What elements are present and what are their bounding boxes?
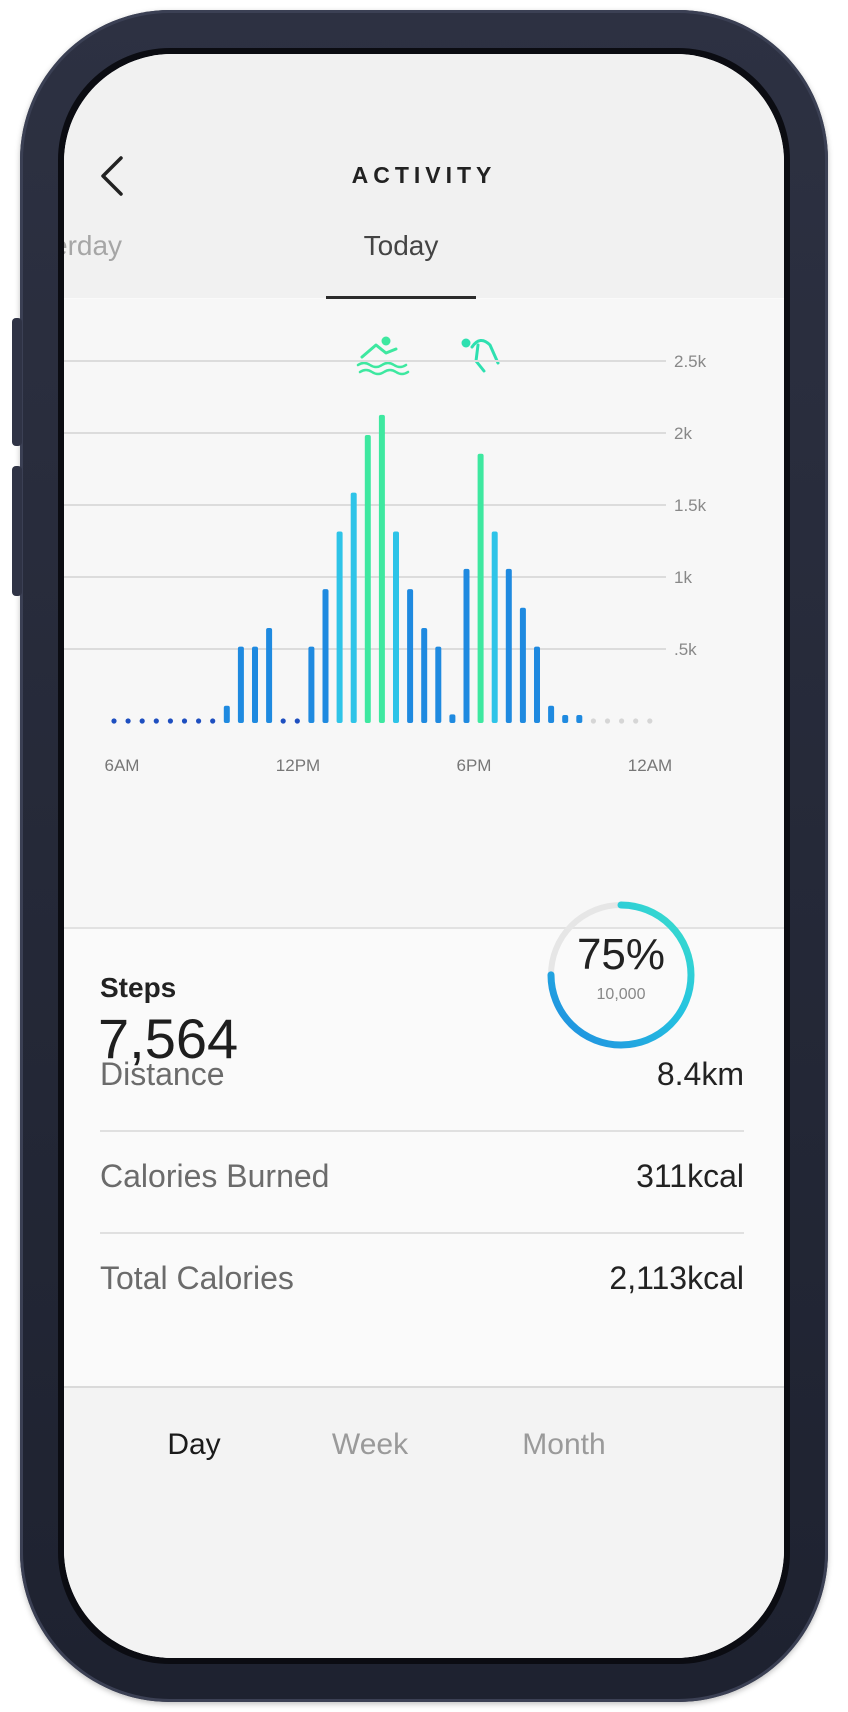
tab-today-underline: [326, 296, 476, 299]
steps-goal: 10,000: [596, 986, 646, 1003]
chart-bar: [477, 453, 484, 723]
chart-bar: [308, 646, 315, 723]
tab-yesterday[interactable]: erday: [64, 230, 123, 261]
chart-bar: [252, 646, 258, 723]
y-tick-label: 2.5k: [674, 352, 707, 371]
progress-percent: 75%: [576, 930, 666, 979]
app-screen: ACTIVITY erday Today .5k 1k 1.5k 2k 2.5k: [64, 54, 784, 1658]
tab-month[interactable]: Month: [522, 1428, 606, 1461]
x-tick-label: 12PM: [276, 756, 320, 775]
chart-bar: [449, 714, 456, 723]
chart-bar: [364, 435, 371, 723]
x-tick-label: 6AM: [105, 756, 140, 775]
y-tick-label: 1k: [674, 568, 692, 587]
chart-dot: [604, 718, 611, 724]
phone-side-button-left-upper: [12, 318, 22, 446]
chart-bar: [336, 531, 343, 723]
chart-bar: [562, 715, 569, 723]
chart-bar: [421, 627, 428, 723]
stat-row-distance: Distance 8.4km: [100, 1030, 744, 1130]
stat-divider: [100, 1232, 744, 1234]
workout-icons: [356, 336, 500, 376]
steps-progress-ring: 75% 10,000: [536, 890, 706, 1060]
chart-divider: [64, 927, 784, 929]
chart-dot: [196, 718, 202, 724]
chart-bar: [534, 646, 540, 723]
chart-bar: [491, 531, 498, 723]
chart-bar: [463, 568, 470, 723]
running-icon[interactable]: [461, 338, 500, 373]
chart-dot: [167, 718, 173, 724]
chart-bar: [393, 531, 399, 723]
activity-chart: .5k 1k 1.5k 2k 2.5k 6AM 12PM 6PM 12AM: [64, 336, 707, 775]
tab-today[interactable]: Today: [363, 230, 439, 261]
stat-divider: [100, 1130, 744, 1132]
chart-bar: [223, 705, 230, 723]
chart-dot: [125, 718, 131, 724]
stat-row-calories-burned: Calories Burned 311kcal: [100, 1132, 744, 1232]
header-area: ACTIVITY erday Today: [64, 54, 784, 299]
chart-bar: [519, 607, 526, 723]
back-button[interactable]: [92, 152, 132, 200]
chart-bar: [378, 414, 385, 723]
stat-label: Distance: [100, 1056, 225, 1092]
stat-value: 8.4km: [656, 1056, 744, 1092]
chart-dot: [619, 718, 625, 724]
chart-bar: [505, 568, 512, 723]
page-title: ACTIVITY: [351, 162, 497, 188]
x-tick-label: 6PM: [457, 756, 492, 775]
y-tick-label: .5k: [674, 640, 697, 659]
chevron-left-icon: [101, 156, 123, 196]
chart-bar: [576, 715, 583, 723]
x-tick-label: 12AM: [628, 756, 672, 775]
stat-label: Calories Burned: [100, 1158, 330, 1194]
progress-ring-graphic: [547, 901, 695, 1049]
stat-label: Total Calories: [100, 1260, 294, 1296]
chart-dot: [280, 718, 286, 724]
steps-value: 7,564: [98, 1007, 239, 1070]
stat-value: 2,113kcal: [609, 1260, 744, 1296]
stat-value: 311kcal: [636, 1158, 744, 1194]
chart-dot: [111, 718, 117, 724]
chart-dot: [647, 718, 653, 724]
chart-bar: [548, 705, 555, 723]
progress-ring-fill: [547, 901, 695, 1049]
chart-dot: [181, 718, 188, 724]
stat-row-total-calories: Total Calories 2,113kcal: [100, 1234, 744, 1334]
chart-dot: [633, 718, 639, 724]
chart-bar: [350, 492, 357, 723]
tab-week[interactable]: Week: [331, 1428, 409, 1461]
chart-bar: [237, 646, 244, 723]
steps-label: Steps: [100, 972, 177, 1003]
tab-day[interactable]: Day: [167, 1428, 221, 1461]
period-tab-bar: [64, 1386, 784, 1658]
chart-bar: [266, 627, 273, 723]
y-tick-label: 2k: [674, 424, 692, 443]
chart-bar: [435, 646, 442, 723]
chart-dot: [153, 718, 159, 724]
chart-bar: [322, 589, 329, 723]
chart-dot: [590, 718, 597, 724]
chart-dot: [210, 718, 216, 724]
chart-dot: [294, 718, 300, 724]
y-tick-label: 1.5k: [674, 496, 707, 515]
activity-chart-area: .5k 1k 1.5k 2k 2.5k 6AM 12PM 6PM 12AM: [64, 299, 784, 927]
phone-side-button-left-lower: [12, 466, 22, 596]
chart-bar: [407, 589, 414, 723]
chart-dot: [139, 718, 145, 724]
swimming-icon[interactable]: [356, 336, 410, 376]
